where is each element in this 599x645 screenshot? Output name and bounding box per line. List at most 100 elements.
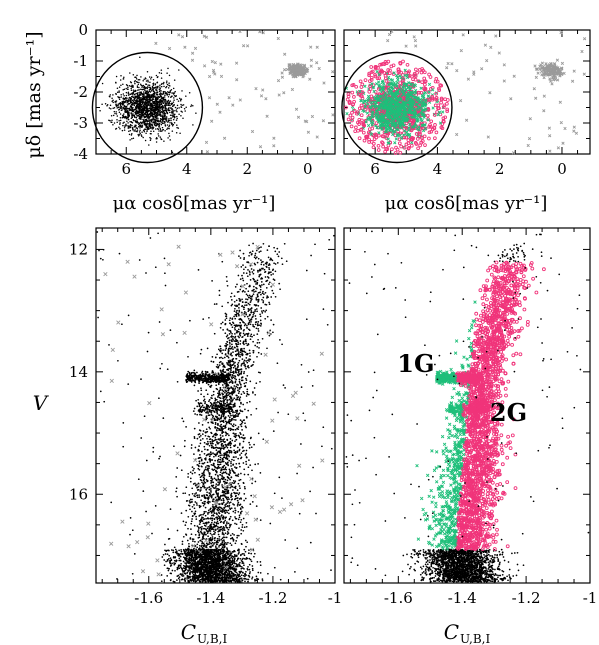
member-star — [146, 120, 148, 123]
member-star — [135, 120, 137, 123]
member-star — [131, 138, 133, 140]
member-star — [146, 110, 148, 112]
member-star — [132, 91, 135, 93]
member-star — [210, 482, 212, 484]
x-tick-label: -1 — [328, 589, 343, 607]
member-star — [230, 460, 232, 463]
field-star — [283, 52, 287, 56]
member-star — [155, 88, 157, 91]
member-star — [147, 115, 149, 117]
field-star — [213, 72, 217, 76]
member-star — [119, 117, 122, 119]
field-star — [207, 96, 212, 100]
member-star — [122, 115, 125, 118]
field-star — [294, 107, 299, 111]
field-star — [167, 46, 172, 51]
member-star — [212, 523, 215, 526]
member-star — [163, 96, 166, 98]
member-star — [203, 524, 206, 527]
member-star — [143, 123, 146, 126]
member-star — [160, 85, 163, 88]
member-star — [220, 499, 223, 501]
member-star — [247, 466, 250, 469]
member-star — [137, 134, 140, 137]
member-star — [122, 78, 125, 80]
member-star — [129, 139, 131, 141]
member-star — [113, 122, 116, 124]
member-star — [165, 107, 167, 110]
field-star — [295, 68, 300, 72]
member-star — [168, 91, 170, 94]
member-star — [155, 107, 157, 110]
member-star — [219, 326, 222, 329]
member-star — [203, 510, 206, 513]
member-star — [162, 92, 165, 94]
member-star — [170, 123, 173, 125]
member-star — [132, 110, 135, 113]
member-star — [261, 337, 264, 340]
member-star — [224, 536, 226, 539]
member-star — [230, 379, 233, 382]
y-tick-label: 12 — [69, 240, 88, 258]
member-star — [225, 342, 227, 345]
field-star — [315, 61, 319, 65]
member-star — [101, 103, 103, 106]
member-star — [132, 100, 135, 103]
member-star — [137, 89, 139, 91]
member-star — [161, 109, 164, 111]
member-star — [210, 444, 213, 447]
member-star — [243, 382, 246, 385]
member-star — [246, 282, 248, 285]
member-star — [162, 90, 165, 93]
member-star — [152, 115, 155, 118]
member-star — [150, 103, 152, 106]
member-star — [171, 111, 174, 114]
member-star — [235, 299, 238, 302]
member-star — [101, 82, 104, 85]
member-star — [199, 442, 202, 445]
member-star — [170, 95, 173, 98]
member-star — [166, 128, 168, 131]
member-star — [142, 95, 144, 98]
member-star — [184, 439, 186, 442]
member-star — [167, 67, 169, 70]
member-star — [123, 121, 125, 123]
field-star — [258, 145, 263, 149]
member-star — [156, 107, 159, 110]
member-star — [255, 327, 258, 330]
member-star — [177, 100, 180, 102]
field-star — [293, 64, 298, 68]
field-star — [272, 136, 276, 140]
member-star — [143, 113, 145, 115]
member-star — [238, 514, 241, 517]
member-star — [172, 109, 174, 111]
member-star — [154, 124, 156, 127]
member-star — [164, 98, 167, 101]
member-star — [175, 109, 178, 111]
member-star — [138, 86, 140, 89]
member-star — [240, 452, 243, 455]
member-star — [145, 126, 147, 129]
member-star — [201, 538, 204, 541]
member-star — [192, 124, 194, 126]
member-star — [204, 448, 206, 451]
member-star — [163, 117, 166, 120]
member-star — [231, 332, 233, 335]
member-star — [161, 122, 164, 124]
member-star — [243, 370, 246, 373]
member-star — [122, 88, 124, 91]
member-star — [234, 307, 236, 310]
member-star — [245, 342, 247, 345]
member-star — [152, 79, 155, 81]
member-star — [131, 122, 134, 124]
member-star — [211, 416, 214, 419]
member-star — [129, 93, 132, 95]
member-star — [232, 480, 235, 482]
member-star — [244, 304, 246, 307]
member-star — [157, 120, 159, 123]
member-star — [136, 86, 139, 88]
member-star — [160, 138, 163, 141]
member-star — [127, 98, 130, 100]
member-star — [255, 308, 258, 310]
